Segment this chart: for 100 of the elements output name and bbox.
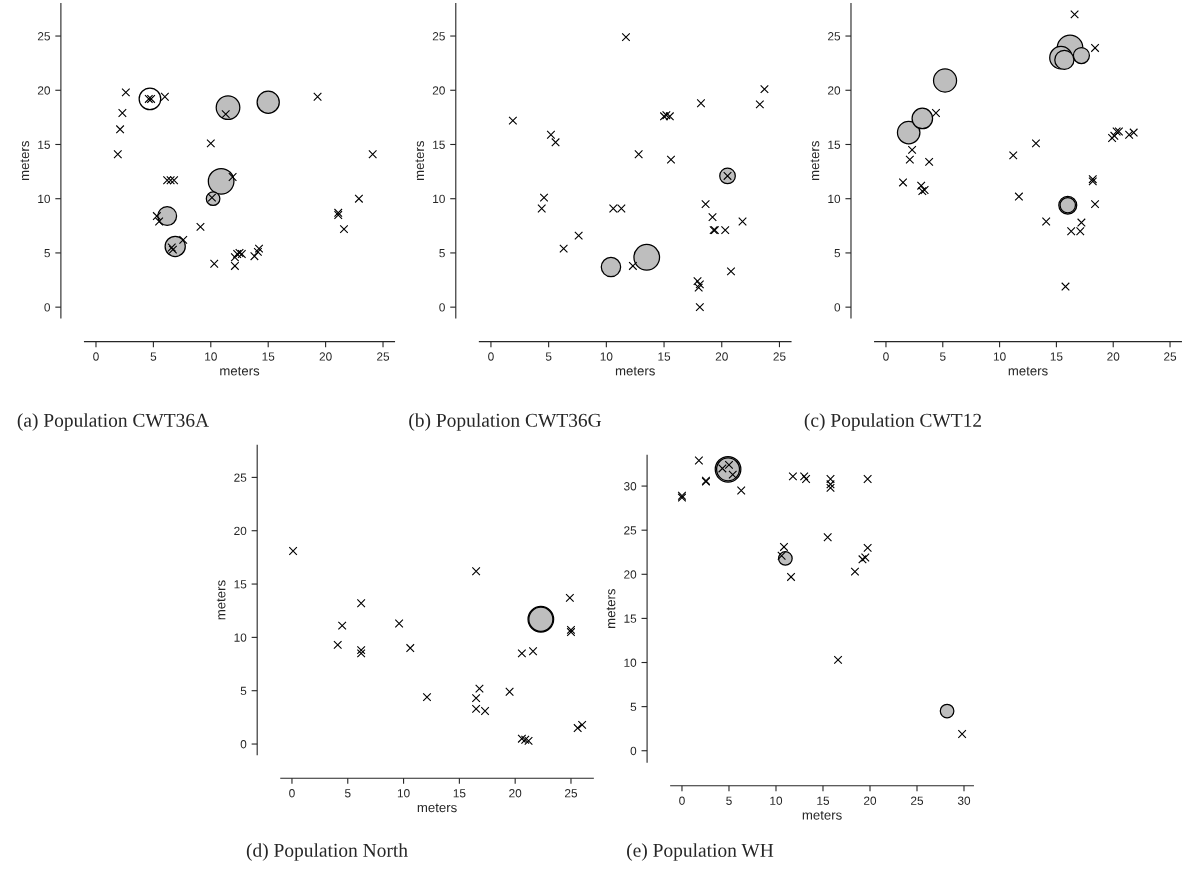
- point: [694, 456, 704, 465]
- point: [154, 217, 164, 226]
- x-tick-label: 5: [150, 352, 157, 361]
- point: [121, 88, 131, 97]
- x-axis-title: meters: [1008, 366, 1048, 376]
- point: [833, 655, 843, 665]
- text: (d) Population North: [246, 843, 408, 861]
- point: [1041, 217, 1051, 226]
- x-tick-label: 15: [1050, 352, 1063, 361]
- point: [1114, 127, 1124, 136]
- point: [333, 640, 343, 650]
- y-tick-label: 25: [828, 32, 841, 41]
- point: [505, 687, 514, 697]
- point: [718, 464, 727, 473]
- y-tick-label: 10: [38, 194, 51, 204]
- point: [356, 645, 366, 655]
- y-tick-label: 10: [433, 194, 445, 204]
- x-tick-label: 25: [377, 352, 390, 361]
- point: [471, 693, 481, 703]
- point: [634, 149, 644, 159]
- point: [115, 124, 125, 134]
- point: [1070, 9, 1079, 19]
- y-tick-label: 5: [630, 702, 637, 712]
- point: [577, 720, 587, 730]
- point: [695, 302, 705, 312]
- point: [1090, 43, 1100, 53]
- x-tick-label: 15: [453, 789, 466, 798]
- point: [666, 155, 676, 165]
- x-tick-label: 0: [93, 352, 99, 361]
- y-tick-label: 15: [234, 580, 247, 589]
- point: [801, 474, 811, 484]
- point: [250, 251, 259, 261]
- y-tick-label: 25: [234, 473, 247, 482]
- y-tick-label: 0: [240, 740, 247, 749]
- point: [924, 157, 934, 167]
- point: [863, 474, 873, 484]
- x-axis-title: meters: [220, 366, 260, 376]
- point: [288, 546, 298, 556]
- point: [118, 108, 127, 118]
- x-tick-label: 10: [397, 789, 410, 798]
- point: [788, 472, 798, 481]
- point: [1124, 130, 1134, 140]
- x-tick-label: 20: [319, 352, 332, 361]
- point: [422, 692, 432, 702]
- point: [931, 108, 941, 118]
- point: [695, 280, 705, 289]
- point: [113, 149, 123, 159]
- point: [394, 619, 404, 628]
- y-tick-label: 20: [432, 86, 445, 95]
- point: [337, 621, 347, 631]
- point: [1112, 127, 1121, 136]
- point: [517, 649, 527, 658]
- point: [858, 554, 867, 564]
- point: [863, 543, 873, 553]
- point: [354, 194, 364, 204]
- x-tick-label: 20: [715, 352, 728, 361]
- x-tick-label: 25: [773, 352, 786, 361]
- point: [230, 261, 240, 271]
- point: [786, 572, 796, 582]
- y-tick-label: 20: [37, 86, 51, 95]
- point: [253, 247, 263, 257]
- point: [826, 483, 835, 493]
- text: (b) Population CWT36G: [409, 413, 602, 431]
- point: [1090, 199, 1100, 209]
- point: [471, 566, 481, 576]
- point: [339, 224, 349, 234]
- point: [221, 109, 231, 119]
- point: [206, 139, 216, 148]
- point: [907, 145, 917, 155]
- point: [1008, 150, 1018, 160]
- point: [574, 231, 584, 240]
- y-tick-label: 15: [624, 614, 637, 623]
- point: [1129, 128, 1139, 137]
- point: [779, 542, 789, 552]
- y-tick-label: 0: [44, 303, 51, 312]
- point: [160, 92, 170, 102]
- point: [898, 178, 908, 187]
- y-tick-label: 25: [432, 32, 445, 41]
- point: [178, 235, 188, 245]
- point: [368, 149, 378, 159]
- point: [152, 211, 162, 221]
- point: [755, 99, 765, 109]
- y-tick-label: 30: [623, 482, 637, 491]
- y-tick-label: 15: [828, 140, 841, 149]
- x-tick-label: 25: [911, 796, 924, 805]
- y-axis-title: meters: [606, 589, 616, 628]
- point: [508, 116, 518, 125]
- point: [356, 598, 366, 608]
- point: [546, 130, 556, 140]
- y-tick-label: 10: [234, 633, 247, 642]
- point: [628, 261, 638, 271]
- point: [537, 204, 547, 213]
- point: [738, 217, 747, 226]
- y-axis-title: meters: [20, 141, 30, 181]
- point: [957, 729, 967, 739]
- x-tick-label: 20: [864, 796, 877, 805]
- point: [196, 222, 205, 232]
- point: [539, 193, 549, 202]
- point: [528, 646, 538, 656]
- y-tick-label: 5: [439, 249, 445, 258]
